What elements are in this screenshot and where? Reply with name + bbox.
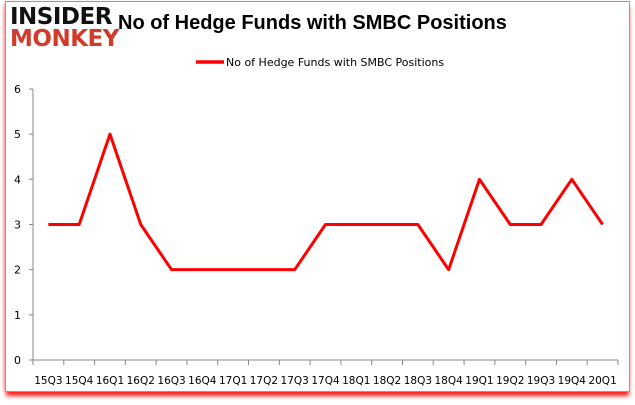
series-line [48,132,604,272]
x-tick-label: 18Q3 [404,375,432,387]
x-tick-label: 18Q1 [342,375,370,387]
y-tick-label: 5 [14,128,21,141]
x-tick-label: 16Q1 [96,375,124,387]
x-tick-label: 17Q4 [311,375,340,387]
x-tick-label: 18Q2 [373,375,401,387]
x-tick-label: 16Q4 [188,375,217,387]
x-tick-label: 16Q3 [157,375,185,387]
x-tick-label: 19Q1 [465,375,493,387]
chart-title: No of Hedge Funds with SMBC Positions [118,12,507,34]
x-tick-label: 18Q4 [435,375,464,387]
x-tick-label: 20Q1 [588,375,616,387]
legend-label: No of Hedge Funds with SMBC Positions [226,56,444,69]
y-tick-label: 3 [14,219,21,232]
x-tick-label: 17Q3 [281,375,309,387]
logo-line1: INSIDER [10,4,112,30]
y-tick-label: 6 [14,83,21,96]
x-tick-label: 15Q4 [65,375,94,387]
y-tick-label: 4 [14,173,21,186]
x-tick-label: 19Q3 [527,375,555,387]
x-tick-label: 15Q3 [34,375,62,387]
y-tick-label: 2 [14,264,21,277]
x-tick-label: 19Q2 [496,375,524,387]
x-tick-label: 17Q2 [250,375,278,387]
x-tick-label: 19Q4 [558,375,587,387]
x-tick-label: 17Q1 [219,375,247,387]
chart-frame [5,1,630,392]
insider-monkey-logo: INSIDER MONKEY [10,4,119,52]
y-tick-label: 1 [14,309,21,322]
logo-line2: MONKEY [10,26,119,52]
x-tick-label: 16Q2 [127,375,155,387]
y-tick-label: 0 [14,354,21,367]
